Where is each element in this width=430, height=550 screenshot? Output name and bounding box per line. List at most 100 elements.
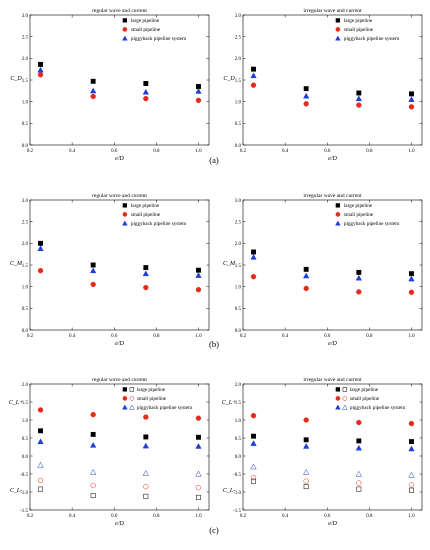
x-axis-label: e/D	[115, 341, 124, 347]
data-point	[37, 461, 44, 468]
y-tick-label: 2.0	[235, 383, 242, 388]
legend-marker	[335, 212, 341, 217]
x-tick-label: 0.8	[366, 334, 373, 339]
legend: large pipeline small pipeline piggyback pi…	[335, 203, 399, 227]
data-point	[143, 95, 149, 102]
chart-title: regular wave and current	[92, 8, 147, 14]
y-tick-label: 1.5	[235, 79, 242, 84]
y-tick-label: 0.0	[235, 329, 242, 334]
y-tick-label: 2.0	[235, 57, 242, 62]
chart-title: irregular wave and current	[303, 193, 362, 199]
legend-label: large pipeline	[131, 203, 160, 209]
data-point	[90, 281, 96, 288]
x-tick-label: 0.2	[240, 514, 247, 519]
data-point	[38, 486, 43, 492]
data-point	[303, 285, 309, 292]
data-point	[142, 88, 149, 95]
data-point	[90, 468, 97, 475]
data-point	[90, 482, 96, 489]
y-tick-label: 0.5	[22, 122, 29, 127]
y-tick-label: 2.5	[235, 35, 242, 40]
legend-marker	[335, 396, 341, 401]
data-point	[37, 66, 44, 73]
legend-label: large pipeline	[350, 387, 379, 393]
legend-label: small pipeline	[137, 396, 167, 402]
data-point	[195, 272, 202, 278]
chart-panel-6: 0.2 0.4 0.6 0.8 1.0 -1.5 -1.0 -0.5 0.0 0.5 1.0 1.5 2…	[222, 377, 423, 527]
data-point	[251, 249, 256, 255]
legend-label: piggyback pipeline system	[131, 36, 186, 42]
legend: large pipeline small pipeline piggyback pi…	[335, 18, 399, 42]
data-point	[250, 72, 257, 79]
data-point	[408, 471, 415, 478]
data-point	[37, 438, 44, 445]
data-point	[250, 82, 257, 88]
x-tick-label: 0.2	[27, 514, 34, 519]
plot-frame	[242, 14, 423, 146]
data-point	[409, 271, 414, 277]
series-large-pipeline	[251, 66, 414, 97]
x-tick-label: 0.6	[324, 514, 331, 519]
x-tick-label: 0.6	[324, 334, 331, 339]
y-axis-label: C_D	[10, 76, 22, 82]
y-tick-label: 3.0	[22, 14, 29, 19]
data-point	[90, 267, 97, 274]
x-tick-label: 0.6	[111, 334, 118, 339]
data-point	[90, 87, 97, 94]
legend-label: piggyback pipeline system	[350, 405, 405, 411]
legend-label: large pipeline	[137, 387, 166, 393]
y-axis-label: C_M	[223, 261, 236, 267]
x-tick-label: 0.6	[111, 514, 118, 519]
data-point	[303, 272, 310, 279]
data-point	[90, 493, 96, 499]
data-point	[143, 483, 149, 490]
y-axis-label-top: C_L+	[9, 400, 23, 406]
series-triangle-open	[37, 461, 202, 477]
y-tick-label: 1.5	[22, 264, 29, 269]
data-point	[303, 484, 309, 490]
data-point	[303, 86, 309, 92]
y-tick-label: -1.0	[20, 491, 28, 496]
legend-label: piggyback pipeline system	[131, 221, 186, 227]
data-point	[195, 443, 202, 449]
series-piggyback-pipeline-system	[250, 253, 415, 282]
data-point	[303, 101, 309, 107]
data-point	[303, 443, 310, 449]
y-tick-label: 0.5	[22, 437, 29, 442]
data-point	[356, 486, 362, 492]
y-tick-label: -1.5	[233, 509, 241, 514]
x-tick-label: 0.2	[240, 334, 247, 339]
data-point	[143, 265, 149, 271]
x-tick-label: 0.4	[69, 514, 76, 519]
legend-label: large pipeline	[344, 18, 373, 24]
data-point	[356, 269, 362, 275]
y-tick-label: 1.0	[235, 419, 242, 424]
y-axis-label: C_D	[223, 76, 235, 82]
x-axis-label: e/D	[328, 341, 337, 347]
x-tick-label: 0.8	[153, 334, 160, 339]
data-point	[90, 262, 96, 268]
chart-panel-1: 0.2 0.4 0.6 0.8 1.0 0.0 0.5 1.0 1.5 2.0 2.5 3.0 regu…	[10, 8, 210, 162]
y-tick-label: 0.0	[22, 144, 29, 149]
legend-marker-open	[342, 404, 348, 410]
series-small-pipeline	[250, 274, 415, 295]
data-point	[355, 274, 362, 281]
data-point	[355, 95, 362, 102]
data-point	[90, 441, 97, 448]
x-axis-label: e/D	[328, 521, 337, 527]
data-point	[409, 91, 414, 97]
legend-marker	[335, 387, 341, 392]
data-point	[409, 487, 414, 493]
data-point	[250, 474, 257, 481]
panel-label: (a)	[209, 155, 219, 165]
y-tick-label: 2.0	[22, 57, 29, 62]
y-tick-label: 1.0	[22, 100, 29, 105]
y-tick-label: -0.5	[233, 473, 241, 478]
chart-title: regular wave and current	[92, 193, 147, 199]
chart-title: irregular wave and current	[303, 377, 362, 383]
y-tick-label: 1.5	[235, 264, 242, 269]
legend-label: small pipeline	[131, 27, 161, 33]
y-tick-label: 1.0	[22, 285, 29, 290]
data-point	[250, 463, 257, 470]
